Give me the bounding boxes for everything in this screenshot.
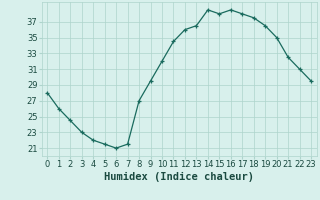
X-axis label: Humidex (Indice chaleur): Humidex (Indice chaleur) [104, 172, 254, 182]
